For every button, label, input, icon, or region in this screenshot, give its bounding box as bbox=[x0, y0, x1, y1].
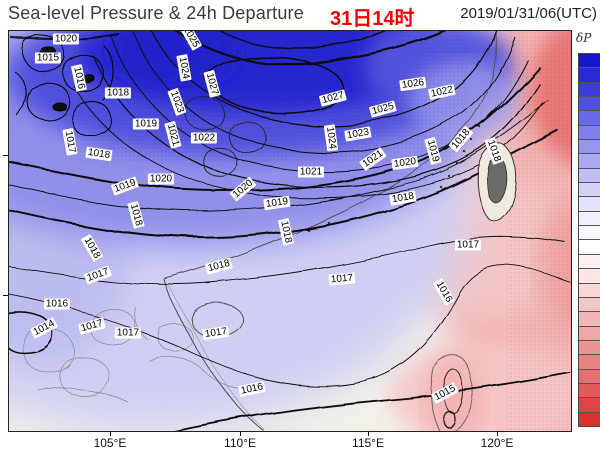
contour-label: 1015 bbox=[430, 381, 460, 405]
colorbar-segment bbox=[579, 154, 600, 169]
x-tick-mark bbox=[368, 431, 369, 436]
contour-label: 1018 bbox=[127, 200, 145, 230]
colorbar-segment bbox=[579, 383, 600, 399]
contour-label: 1025 bbox=[368, 100, 398, 118]
contour-label: 1017 bbox=[454, 239, 482, 251]
colorbar-segment bbox=[579, 111, 600, 126]
colorbar-segment bbox=[579, 254, 600, 270]
x-tick-mark bbox=[497, 431, 498, 436]
x-tick-mark bbox=[240, 431, 241, 436]
colorbar-segment bbox=[579, 140, 600, 155]
contour-label: 1023 bbox=[344, 126, 372, 142]
colorbar-segment bbox=[579, 211, 600, 227]
utc-time-label: 2019/01/31/06(UTC) bbox=[460, 5, 597, 22]
contour-label: 1018 bbox=[277, 218, 295, 246]
contour-label: 1026 bbox=[399, 76, 427, 92]
colorbar-segment bbox=[579, 283, 600, 298]
contour-label: 1021 bbox=[359, 146, 387, 172]
x-axis: 105°E 110°E 115°E 120°E bbox=[0, 431, 600, 450]
red-stipple bbox=[507, 31, 571, 431]
contour-label: 1014 bbox=[29, 316, 59, 340]
contour-label: 1020 bbox=[52, 33, 80, 45]
colorbar bbox=[578, 53, 600, 427]
y-tick-mark bbox=[3, 155, 8, 156]
colorbar-segment bbox=[579, 312, 600, 327]
contour-label: 1021 bbox=[164, 120, 182, 150]
colorbar-segment bbox=[579, 326, 600, 341]
contour-label: 1022 bbox=[190, 132, 218, 144]
colorbar-segment bbox=[579, 125, 600, 141]
contour-label: 1017 bbox=[202, 325, 230, 341]
colorbar-segment bbox=[579, 183, 600, 198]
colorbar-segment bbox=[579, 412, 600, 426]
contour-label: 1020 bbox=[229, 176, 257, 202]
colorbar-segment bbox=[579, 197, 600, 212]
colorbar-segment bbox=[579, 269, 600, 284]
contour-label: 1019 bbox=[132, 118, 160, 130]
contour-label: 1022 bbox=[428, 83, 456, 101]
colorbar-segment bbox=[579, 226, 600, 241]
colorbar-segment bbox=[579, 54, 600, 69]
contour-label: 1016 bbox=[238, 380, 266, 398]
contour-label: 1017 bbox=[83, 265, 113, 285]
colorbar-segment bbox=[579, 240, 600, 255]
contour-label: 1024 bbox=[323, 124, 339, 152]
contour-label: 1018 bbox=[85, 146, 113, 162]
contour-label: 1018 bbox=[389, 190, 417, 206]
colorbar-segment bbox=[579, 398, 600, 413]
contour-label: 1016 bbox=[432, 277, 456, 307]
colorbar-segment bbox=[579, 168, 600, 184]
contour-label: 1017 bbox=[62, 128, 78, 156]
contour-label: 1015 bbox=[34, 52, 62, 64]
y-tick-mark bbox=[3, 295, 8, 296]
contour-label: 1018 bbox=[80, 233, 104, 263]
pressure-map: 1020 1015 1016 1018 1019 1017 1018 1025 1024 1027… bbox=[8, 30, 572, 432]
contour-label: 1027 bbox=[318, 89, 348, 107]
contour-label: 1018 bbox=[448, 125, 474, 153]
contour-label: 1027 bbox=[203, 69, 221, 99]
contour-label: 1018 bbox=[484, 136, 504, 166]
colorbar-segment bbox=[579, 297, 600, 313]
colorbar-segment bbox=[579, 369, 600, 384]
x-tick-mark bbox=[110, 431, 111, 436]
contour-label: 1016 bbox=[70, 64, 88, 92]
contour-label: 1017 bbox=[77, 317, 107, 335]
blue-stipple bbox=[79, 31, 469, 161]
contour-label: 1019 bbox=[263, 195, 291, 211]
contour-label: 1024 bbox=[176, 54, 192, 82]
contour-label: 1017 bbox=[328, 272, 356, 286]
x-tick-label: 115°E bbox=[352, 436, 384, 450]
local-time-label: 31日14时 bbox=[330, 8, 415, 30]
contour-label-layer: 1020 1015 1016 1018 1019 1017 1018 1025 1024 1027… bbox=[9, 31, 571, 431]
contour-label: 1021 bbox=[297, 166, 325, 178]
colorbar-label: δP bbox=[576, 31, 592, 45]
contour-label: 1018 bbox=[204, 257, 234, 275]
isobar-lines bbox=[9, 31, 571, 431]
colorbar-segment bbox=[579, 340, 600, 356]
colorbar-segment bbox=[579, 68, 600, 83]
contour-label: 1023 bbox=[167, 87, 187, 117]
colorbar-segment bbox=[579, 82, 600, 98]
contour-label: 1025 bbox=[179, 31, 203, 52]
page-title: Sea-level Pressure & 24h Departure bbox=[8, 3, 304, 23]
contour-label: 1020 bbox=[391, 155, 419, 171]
contour-label: 1018 bbox=[104, 87, 132, 99]
coastlines bbox=[163, 31, 496, 431]
x-tick-label: 120°E bbox=[480, 436, 514, 450]
colorbar-segment bbox=[579, 97, 600, 112]
contour-label: 1019 bbox=[110, 176, 140, 196]
x-tick-label: 110°E bbox=[224, 436, 256, 450]
contour-label: 1019 bbox=[424, 136, 442, 166]
x-tick-label: 105°E bbox=[93, 436, 127, 450]
contour-label: 1016 bbox=[43, 298, 71, 310]
colorbar-segment bbox=[579, 355, 600, 370]
contour-label: 1020 bbox=[147, 173, 175, 185]
taiwan-island bbox=[477, 143, 518, 223]
contour-label: 1017 bbox=[114, 327, 142, 339]
